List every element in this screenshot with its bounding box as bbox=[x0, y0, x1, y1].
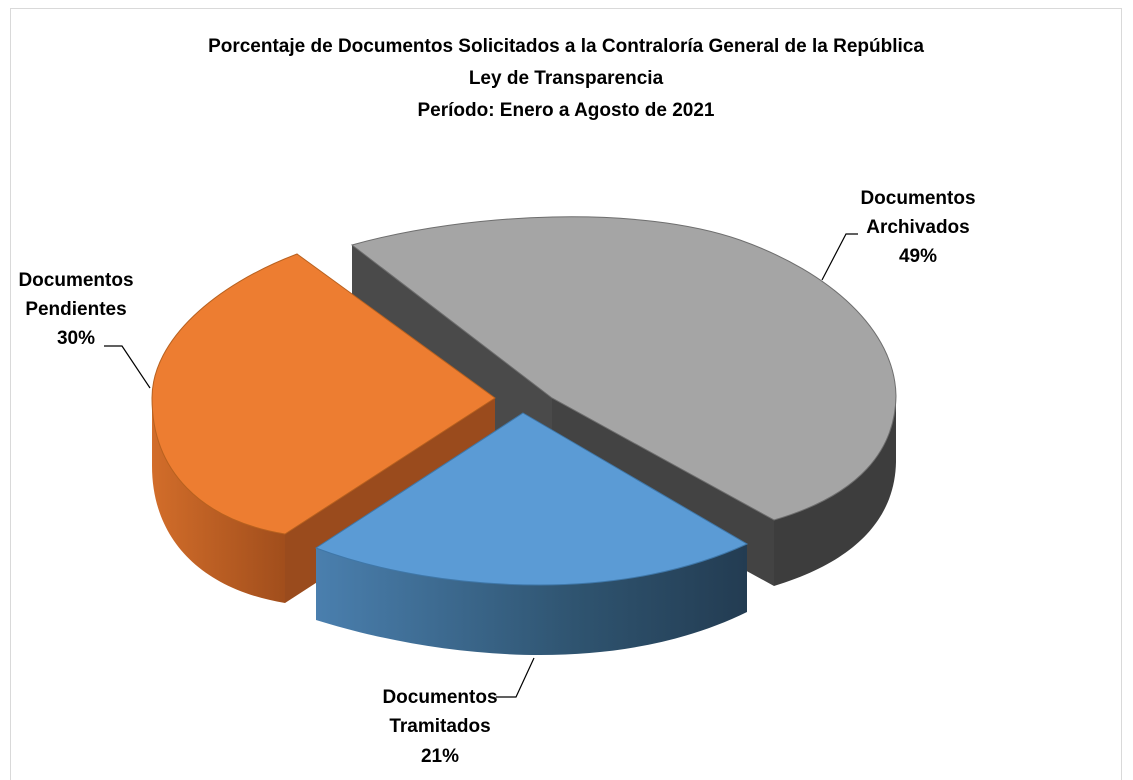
slice-pendientes-top bbox=[151, 253, 496, 535]
label-archivados-value: 49% bbox=[899, 246, 937, 267]
label-tramitados-line-2: Tramitados bbox=[389, 716, 490, 737]
leader-line-archivados bbox=[821, 233, 858, 281]
label-pendientes: Documentos Pendientes 30% bbox=[18, 270, 151, 389]
label-tramitados-line-1: Documentos bbox=[382, 687, 497, 708]
label-tramitados-value: 21% bbox=[421, 746, 459, 767]
slice-tramitados-top bbox=[314, 412, 749, 586]
slice-archivados-outer-rim bbox=[774, 396, 896, 586]
label-tramitados: Documentos Tramitados 21% bbox=[382, 657, 535, 767]
chart-title-line-3: Período: Enero a Agosto de 2021 bbox=[417, 100, 714, 121]
pie-slice-tramitados bbox=[314, 412, 749, 655]
slice-tramitados-outer-rim bbox=[316, 544, 747, 655]
label-pendientes-line-1: Documentos bbox=[18, 270, 133, 291]
slice-archivados-top bbox=[350, 216, 897, 521]
leader-line-tramitados bbox=[496, 657, 535, 698]
label-archivados-line-2: Archivados bbox=[866, 217, 969, 238]
label-archivados: Documentos Archivados 49% bbox=[821, 188, 976, 281]
chart-title-line-2: Ley de Transparencia bbox=[469, 68, 664, 89]
label-pendientes-value: 30% bbox=[57, 328, 95, 349]
slice-pendientes-outer-rim bbox=[152, 398, 285, 603]
chart-title-line-1: Porcentaje de Documentos Solicitados a l… bbox=[208, 36, 924, 57]
leader-line-pendientes bbox=[104, 345, 151, 389]
label-pendientes-line-2: Pendientes bbox=[25, 299, 126, 320]
label-archivados-line-1: Documentos bbox=[860, 188, 975, 209]
